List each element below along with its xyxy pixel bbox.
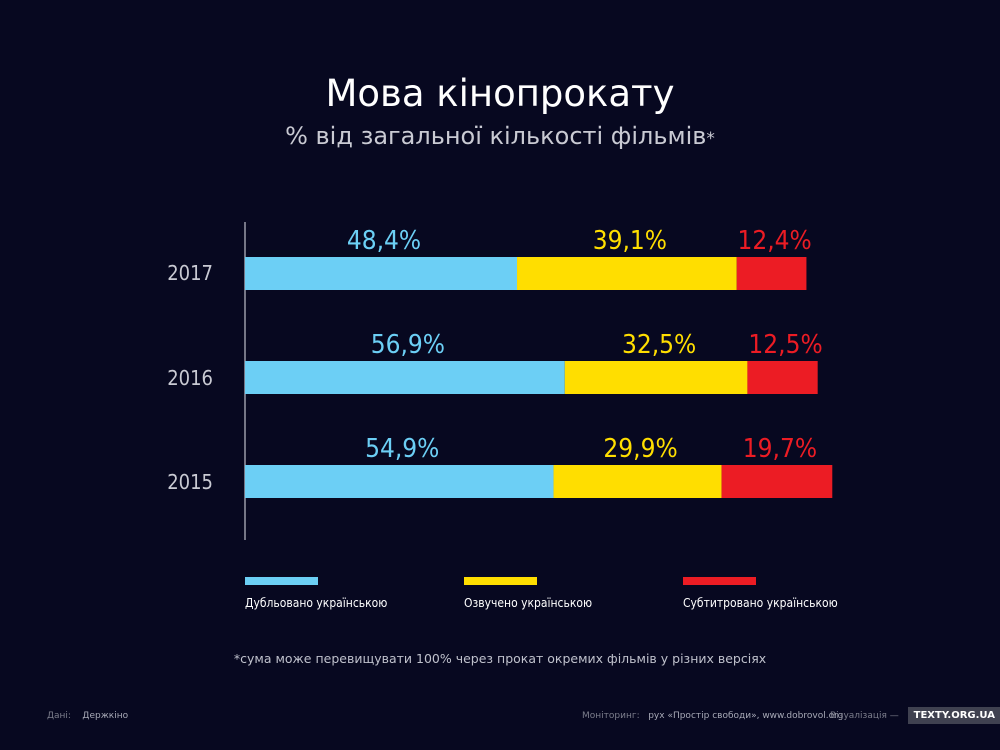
data-label-2016-series-3: 12,5% (748, 330, 822, 360)
data-label-2016-series-1: 56,9% (371, 330, 445, 360)
bar-2017-series-3 (736, 257, 807, 290)
bar-2015-series-1 (245, 465, 554, 498)
legend-label: Озвучено українською (464, 596, 593, 610)
legend-swatch (464, 577, 537, 585)
bar-2015-series-3 (721, 465, 833, 498)
legend-swatch (245, 577, 318, 585)
footer-monitoring-label: Моніторинг: (582, 711, 640, 721)
category-label-2016: 2016 (167, 366, 213, 390)
data-label-2015-series-1: 54,9% (365, 434, 439, 464)
data-label-2015-series-3: 19,7% (743, 434, 817, 464)
subtitle-text: % від загальної кількості фільмів (285, 122, 707, 150)
footer-monitoring: Моніторинг: рух «Простір свободи», www.d… (582, 711, 843, 721)
texty-brand-logo[interactable]: TEXTY.ORG.UA (907, 707, 1000, 724)
legend-label: Дубльовано українською (245, 596, 388, 610)
footer-viz-label: Візуалізація — (830, 711, 899, 721)
category-label-2015: 2015 (167, 470, 213, 494)
footnote: *сума може перевищувати 100% через прока… (233, 651, 767, 666)
legend-item-1: Дубльовано українською (245, 577, 387, 610)
bar-2017-series-2 (517, 257, 737, 290)
footer-monitoring-value: рух «Простір свободи», www.dobrovol.org (648, 711, 844, 721)
footer-data-label: Дані: (47, 711, 71, 721)
bar-2016-series-3 (747, 361, 818, 394)
subtitle-footnote-mark: * (706, 129, 715, 149)
data-label-2017-series-2: 39,1% (593, 226, 667, 256)
legend-label: Субтитровано українською (683, 596, 838, 610)
footer-data-source: Дані: Держкіно (47, 711, 128, 721)
chart-subtitle: % від загальної кількості фільмів* (0, 122, 1000, 150)
footer-visualization: Візуалізація — TEXTY.ORG.UA (830, 707, 1000, 724)
bar-2015-series-2 (553, 465, 722, 498)
bar-2016-series-1 (245, 361, 565, 394)
legend-item-2: Озвучено українською (464, 577, 592, 610)
bar-2017-series-1 (245, 257, 518, 290)
data-label-2015-series-2: 29,9% (603, 434, 677, 464)
legend-swatch (683, 577, 756, 585)
data-label-2016-series-2: 32,5% (622, 330, 696, 360)
chart-title: Мова кінопрокату (325, 72, 675, 115)
footer-data-value: Держкіно (82, 711, 129, 721)
category-label-2017: 2017 (167, 261, 213, 285)
data-label-2017-series-3: 12,4% (737, 226, 811, 256)
data-label-2017-series-1: 48,4% (347, 226, 421, 256)
bar-2016-series-2 (564, 361, 748, 394)
legend-item-3: Субтитровано українською (683, 577, 838, 610)
